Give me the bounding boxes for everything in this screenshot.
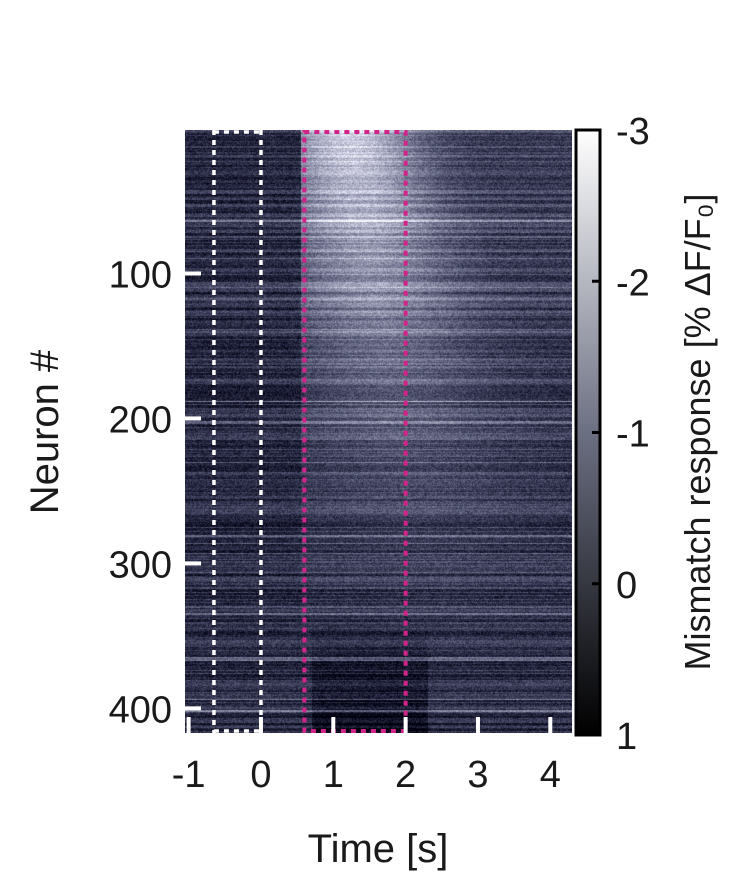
- colorbar-tick-label: 1: [616, 716, 637, 758]
- x-tick-label: 0: [250, 754, 271, 796]
- x-tick-label: -1: [172, 754, 206, 796]
- time-window-markers: [212, 130, 408, 733]
- y-tick-label: 200: [109, 399, 172, 441]
- response-window-box: [302, 130, 408, 733]
- colorbar-tick-label: 0: [616, 565, 637, 607]
- heatmap: [185, 130, 572, 733]
- y-axis-title: Neuron #: [23, 349, 67, 514]
- colorbar-tick-label: -1: [616, 414, 650, 456]
- x-axis-title: Time [s]: [308, 827, 449, 871]
- y-tick-label: 400: [109, 689, 172, 731]
- y-axis: 100 200 300 400: [109, 255, 201, 731]
- colorbar-title: Mismatch response [% ΔF/F₀]: [677, 193, 718, 670]
- x-tick-label: 1: [323, 754, 344, 796]
- colorbar-tick-label: -2: [616, 262, 650, 304]
- x-axis: -1 0 1 2 3 4: [172, 717, 561, 796]
- heatmap-image: [185, 130, 572, 733]
- colorbar: -3 -2 -1 0 1: [574, 111, 650, 758]
- colorbar-tick-label: -3: [616, 111, 650, 153]
- y-tick-label: 100: [109, 255, 172, 297]
- x-tick-label: 2: [395, 754, 416, 796]
- x-tick-label: 3: [467, 754, 488, 796]
- x-tick-label: 4: [540, 754, 561, 796]
- y-tick-label: 300: [109, 544, 172, 586]
